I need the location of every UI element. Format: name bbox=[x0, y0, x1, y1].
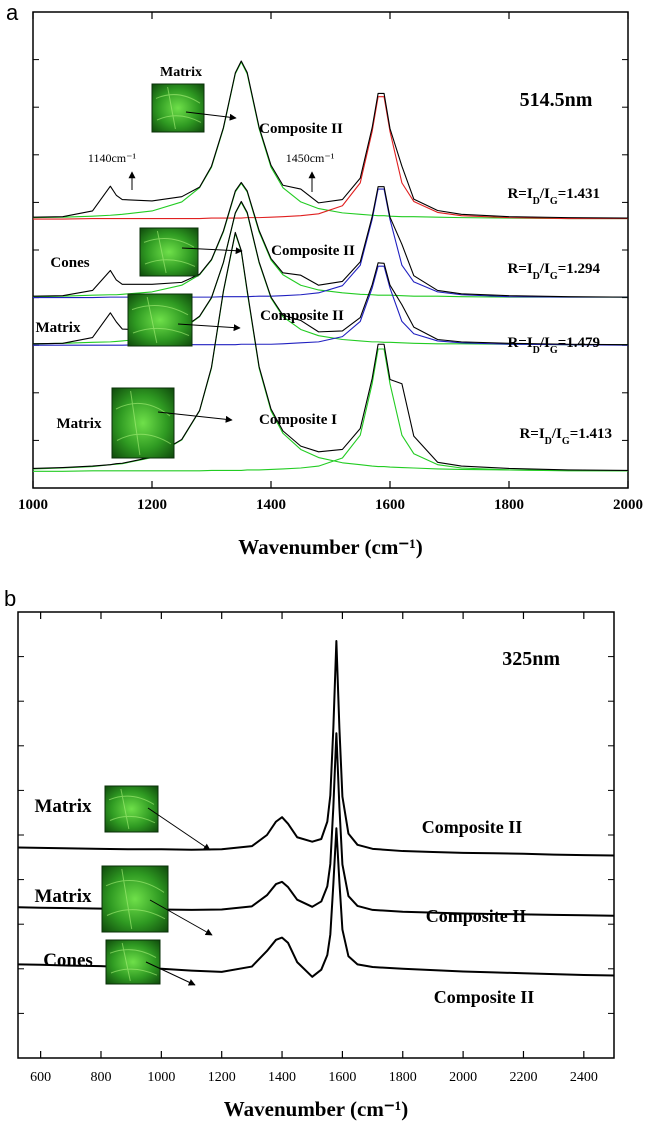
annotation-arrow bbox=[145, 961, 196, 986]
annotation: Matrix bbox=[35, 886, 92, 907]
ratio-part: =1.413 bbox=[570, 426, 612, 442]
ratio-part: /I bbox=[539, 261, 550, 277]
micrograph-texture bbox=[108, 788, 156, 830]
annotation-arrow bbox=[147, 807, 211, 851]
ratio-label: R=ID/IG=1.479 bbox=[507, 335, 600, 356]
ratio-part: =1.479 bbox=[558, 335, 600, 351]
spectrum-line bbox=[32, 182, 628, 298]
micrograph-texture bbox=[105, 868, 166, 930]
annotation: Composite II bbox=[422, 817, 523, 837]
x-tick-label: 1200 bbox=[137, 497, 167, 513]
x-tick-label: 1200 bbox=[208, 1070, 236, 1085]
ratio-part: D bbox=[533, 271, 540, 282]
annotation-arrow bbox=[181, 247, 243, 255]
spectrum-line bbox=[17, 827, 615, 978]
x-tick-label: 1400 bbox=[256, 497, 286, 513]
x-axis-label: Wavenumber (cm⁻¹) bbox=[238, 535, 422, 559]
x-tick-label: 800 bbox=[90, 1070, 111, 1085]
panel-label: b bbox=[4, 586, 16, 611]
annotation: 1140cm⁻¹ bbox=[88, 151, 137, 165]
ratio-part: R=I bbox=[507, 186, 532, 202]
annotation: Composite II bbox=[434, 987, 535, 1007]
x-tick-label: 2400 bbox=[570, 1070, 598, 1085]
x-tick-label: 1600 bbox=[375, 497, 405, 513]
annotation: Composite II bbox=[426, 906, 527, 926]
spectrum-line bbox=[32, 61, 628, 220]
annotation: 514.5nm bbox=[520, 89, 593, 111]
x-tick-label: 1000 bbox=[147, 1070, 175, 1085]
spectrum-line bbox=[32, 200, 629, 346]
ratio-label: R=ID/IG=1.431 bbox=[507, 186, 600, 207]
micrograph-texture bbox=[109, 942, 158, 982]
annotation: Matrix bbox=[160, 65, 202, 80]
micrograph-inset bbox=[101, 865, 169, 933]
ratio-part: /I bbox=[551, 426, 562, 442]
annotation: 1450cm⁻¹ bbox=[286, 151, 335, 165]
spectrum-line bbox=[32, 60, 629, 219]
x-tick-label: 1800 bbox=[494, 497, 524, 513]
ratio-part: R=I bbox=[519, 426, 544, 442]
ratio-part: D bbox=[533, 345, 540, 356]
x-tick-label: 2000 bbox=[449, 1070, 477, 1085]
ratio-part: G bbox=[550, 196, 558, 207]
annotation: Matrix bbox=[35, 796, 92, 817]
annotation: Matrix bbox=[36, 320, 81, 336]
ratio-part: D bbox=[533, 196, 540, 207]
annotation: Cones bbox=[43, 950, 93, 971]
annotation: Matrix bbox=[57, 416, 102, 432]
annotation: Composite II bbox=[260, 308, 344, 324]
spectrum-line bbox=[32, 181, 629, 298]
ratio-part: /I bbox=[539, 186, 550, 202]
x-tick-label: 1400 bbox=[268, 1070, 296, 1085]
annotation-arrow bbox=[177, 323, 241, 332]
micrograph-texture bbox=[131, 296, 190, 344]
spectrum-line bbox=[17, 639, 615, 857]
ratio-part: =1.294 bbox=[558, 261, 601, 277]
ratio-label: R=ID/IG=1.413 bbox=[519, 426, 612, 447]
x-tick-label: 1800 bbox=[389, 1070, 417, 1085]
annotation: Composite II bbox=[259, 121, 343, 137]
ratio-part: G bbox=[550, 345, 558, 356]
spectrum-line bbox=[33, 188, 628, 299]
annotation-arrow bbox=[157, 411, 233, 423]
micrograph-texture bbox=[155, 86, 202, 130]
panel-label: a bbox=[6, 0, 19, 25]
ratio-part: G bbox=[562, 436, 570, 447]
x-tick-label: 2000 bbox=[613, 497, 643, 513]
ratio-part: /I bbox=[539, 335, 550, 351]
micrograph-inset bbox=[105, 939, 161, 985]
annotation: Composite I bbox=[259, 412, 337, 428]
annotation-arrow bbox=[149, 899, 213, 936]
x-tick-label: 600 bbox=[30, 1070, 51, 1085]
x-tick-label: 2200 bbox=[509, 1070, 537, 1085]
ratio-part: D bbox=[545, 436, 552, 447]
ratio-part: R=I bbox=[507, 335, 532, 351]
ratio-label: R=ID/IG=1.294 bbox=[507, 261, 600, 282]
annotation-arrow bbox=[185, 111, 237, 121]
x-axis-label: Wavenumber (cm⁻¹) bbox=[224, 1097, 408, 1121]
annotation: Cones bbox=[50, 255, 89, 271]
spectrum-line bbox=[33, 265, 629, 346]
x-tick-label: 1000 bbox=[18, 497, 48, 513]
spectrum-line bbox=[33, 348, 628, 472]
micrograph-inset bbox=[111, 387, 175, 459]
ratio-part: R=I bbox=[507, 261, 532, 277]
ratio-part: G bbox=[550, 271, 558, 282]
micrograph-inset bbox=[139, 227, 199, 277]
spectrum-line bbox=[32, 231, 629, 471]
micrograph-inset bbox=[127, 293, 193, 347]
spectrum-line bbox=[33, 96, 628, 220]
micrograph-inset bbox=[151, 83, 205, 133]
annotation: 325nm bbox=[502, 648, 560, 670]
x-tick-label: 1600 bbox=[328, 1070, 356, 1085]
annotation: Composite II bbox=[271, 243, 355, 259]
micrograph-texture bbox=[143, 230, 196, 274]
ratio-part: =1.431 bbox=[558, 186, 600, 202]
spectrum-line bbox=[17, 732, 615, 917]
spectrum-line bbox=[32, 201, 628, 346]
